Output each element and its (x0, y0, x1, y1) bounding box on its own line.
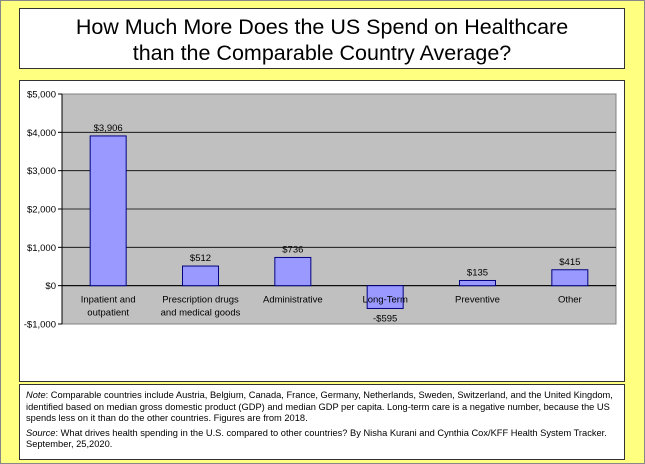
note-label: Note (26, 390, 46, 400)
chart-panel: -$1,000 $0 $1,000 $2,000 $3,000 $4,000 $5,000 $… (19, 80, 625, 382)
notes-panel: Note: Comparable countries include Austr… (19, 384, 625, 460)
data-label: $135 (467, 267, 488, 278)
category-label: Preventive (455, 295, 500, 306)
source-paragraph: Source: What drives health spending in t… (26, 428, 618, 451)
bar (551, 269, 589, 287)
category-label: Long-Term (362, 295, 407, 306)
category-label-line: Other (558, 295, 582, 306)
note-paragraph: Note: Comparable countries include Austr… (26, 390, 618, 425)
bar (182, 265, 219, 287)
source-text: : What drives health spending in the U.S… (26, 427, 607, 450)
data-label: $415 (559, 257, 580, 268)
category-label-line: Preventive (455, 295, 500, 306)
bar (366, 285, 404, 309)
note-text: : Comparable countries include Austria, … (26, 390, 613, 423)
category-label-line: outpatient (87, 308, 129, 319)
category-label: Prescription drugs and medical goods (161, 295, 241, 319)
category-label-line: Administrative (263, 295, 323, 306)
source-label: Source (26, 427, 56, 438)
y-tick-label: $2,000 (27, 205, 56, 216)
bar (274, 256, 312, 287)
category-label-line: Prescription drugs (162, 295, 239, 306)
category-label: Inpatient and outpatient (81, 295, 136, 319)
category-label-line: Long-Term (362, 295, 407, 306)
y-tick-label: $0 (45, 281, 56, 292)
category-label: Other (558, 295, 582, 306)
y-tick-label: $5,000 (27, 90, 56, 101)
category-label-line: Inpatient and (81, 295, 136, 306)
bar (89, 135, 127, 287)
bar (459, 279, 496, 287)
y-tick-label: -$1,000 (24, 320, 56, 331)
title-box: How Much More Does the US Spend on Healt… (19, 8, 625, 69)
data-label: $3,906 (94, 123, 123, 134)
data-label: $512 (190, 253, 211, 264)
y-tick-label: $1,000 (27, 243, 56, 254)
category-label: Administrative (263, 295, 323, 306)
y-tick-label: $4,000 (27, 128, 56, 139)
category-label-line: and medical goods (161, 308, 241, 319)
chart-title: How Much More Does the US Spend on Healt… (75, 15, 569, 65)
y-tick-label: $3,000 (27, 166, 56, 177)
bar-chart: -$1,000 $0 $1,000 $2,000 $3,000 $4,000 $5,000 $… (24, 90, 617, 331)
data-label: -$595 (373, 313, 397, 324)
data-label: $736 (282, 244, 303, 255)
